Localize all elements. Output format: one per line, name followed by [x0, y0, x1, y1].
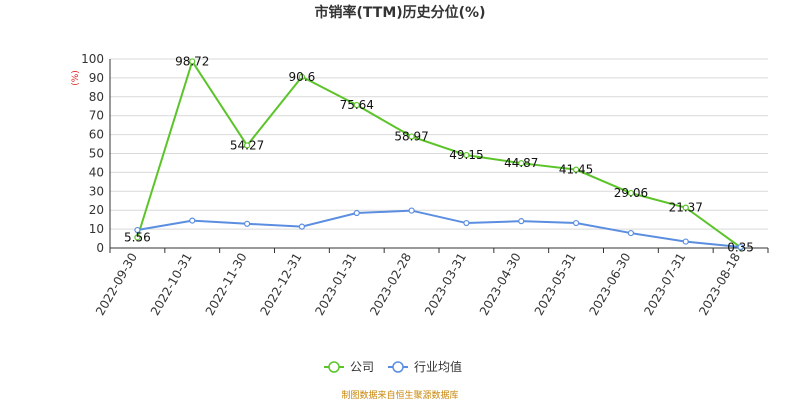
data-point	[682, 238, 689, 245]
x-tick-label: 2022-09-30	[93, 251, 140, 318]
series-line	[136, 59, 742, 249]
data-label: 21.37	[669, 201, 703, 215]
y-tick-label: 100	[81, 52, 104, 66]
data-point	[572, 166, 580, 173]
y-tick-label: 70	[89, 109, 104, 123]
data-label: 90.6	[289, 70, 316, 84]
legend-marker	[328, 361, 340, 373]
legend-label: 公司	[350, 360, 374, 374]
y-tick-label: 90	[89, 71, 104, 85]
y-axis-unit: (%)	[71, 70, 81, 86]
data-label: 0.35	[727, 240, 754, 254]
source-note: 制图数据来自恒生聚源数据库	[341, 389, 458, 400]
x-tick-label: 2023-04-30	[477, 251, 524, 318]
y-tick-label: 20	[89, 203, 104, 217]
data-point	[463, 152, 470, 159]
chart-title: 市销率(TTM)历史分位(%)	[315, 4, 486, 21]
axes: 0 10 20 30 40 50 60 70 80 90 100 2022-09-30 2022-10-…	[81, 52, 769, 318]
data-point	[408, 207, 415, 214]
data-point	[572, 219, 580, 227]
data-label: 5.56	[124, 230, 151, 244]
legend[interactable]: 公司 行业均值	[324, 359, 462, 374]
data-point	[189, 217, 196, 224]
x-tick-label: 2023-02-28	[367, 251, 414, 318]
y-tick-label: 10	[89, 222, 104, 236]
data-point	[627, 189, 635, 197]
data-point	[243, 220, 251, 227]
data-label: 44.87	[504, 156, 538, 170]
data-point	[298, 73, 306, 80]
legend-marker	[392, 361, 404, 373]
data-point	[298, 223, 306, 230]
y-tick-label: 80	[89, 90, 104, 104]
x-tick-label: 2023-08-18	[696, 251, 743, 318]
data-label: 75.64	[340, 98, 374, 112]
data-label: 98.72	[175, 54, 209, 68]
data-labels: 5.56 98.72 54.27 90.6 75.64 58.97 49.15 44.87 41…	[124, 54, 754, 254]
y-tick-label: 40	[89, 165, 104, 179]
legend-item[interactable]: 公司	[324, 360, 374, 374]
data-point	[682, 204, 689, 211]
x-tick-label: 2023-07-31	[641, 251, 688, 318]
x-tick-label: 2023-03-31	[422, 250, 469, 317]
data-label: 58.97	[394, 130, 428, 144]
data-point	[408, 133, 415, 140]
y-tick-label: 0	[96, 241, 104, 255]
x-tick-label: 2022-11-30	[203, 250, 250, 317]
grid	[110, 58, 768, 249]
data-point	[737, 243, 744, 251]
series	[134, 58, 744, 251]
data-point	[189, 58, 196, 65]
data-label: 29.06	[614, 186, 648, 200]
data-point	[627, 229, 635, 237]
legend-item[interactable]: 行业均值	[388, 359, 462, 374]
data-point	[518, 160, 525, 167]
y-tick-label: 50	[89, 147, 104, 161]
x-tick-label: 2023-06-30	[587, 251, 634, 318]
y-tick-label: 60	[89, 128, 104, 142]
x-tick-label: 2023-05-31	[532, 251, 579, 318]
data-point	[134, 226, 141, 234]
data-point	[463, 219, 470, 227]
data-point	[243, 142, 251, 149]
data-point	[134, 234, 141, 241]
data-label: 49.15	[449, 148, 483, 162]
data-point	[353, 101, 360, 109]
data-point	[518, 218, 525, 225]
y-tick-label: 30	[89, 184, 104, 198]
x-tick-label: 2022-10-31	[148, 251, 195, 318]
legend-label: 行业均值	[414, 359, 462, 374]
x-tick-label: 2023-01-31	[312, 251, 359, 318]
series-line	[137, 209, 741, 249]
x-tick-label: 2022-12-31	[258, 251, 305, 318]
data-label: 41.45	[559, 163, 593, 177]
data-point	[353, 209, 360, 217]
data-label: 54.27	[230, 138, 264, 152]
